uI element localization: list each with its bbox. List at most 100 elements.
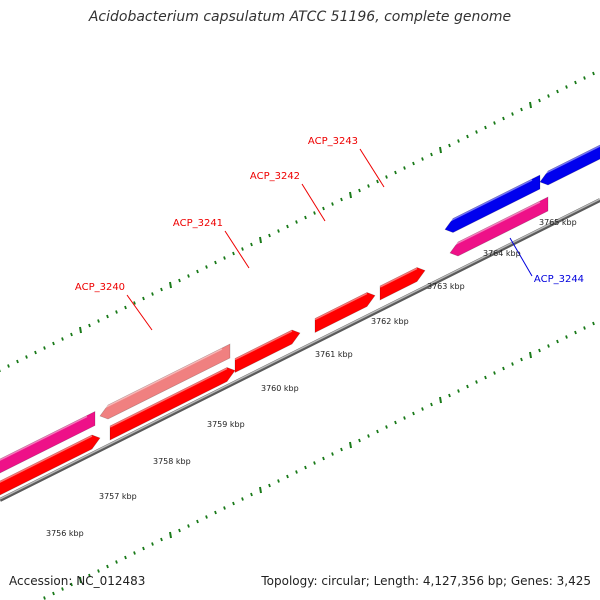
inner-tick-minor (565, 335, 568, 339)
outer-tick-minor (331, 202, 334, 206)
inner-tick-minor (457, 389, 460, 393)
outer-tick-major (529, 101, 532, 109)
inner-tick-minor (511, 362, 514, 366)
leader-line-acp-3241 (224, 230, 250, 269)
outer-tick-minor (88, 323, 91, 328)
inner-tick-minor (178, 528, 181, 533)
kbp-tick-label: 3762 kbp (371, 317, 409, 326)
inner-tick-minor (304, 465, 307, 470)
label-leader-lines (126, 148, 533, 331)
inner-tick-minor (70, 582, 73, 587)
outer-tick-minor (178, 278, 181, 283)
kbp-scale-labels: 3756 kbp 3757 kbp 3758 kbp 3759 kbp 3760 kbp… (46, 218, 577, 538)
inner-tick-minor (142, 546, 145, 551)
inner-tick-minor (286, 474, 289, 479)
gene-features (0, 144, 600, 496)
inner-tick-minor (250, 492, 253, 497)
outer-tick-minor (196, 269, 199, 274)
outer-tick-minor (466, 134, 469, 139)
inner-tick-major (529, 351, 532, 359)
gene-acp3244 (449, 196, 549, 257)
gene-label-acp-3241: ACP_3241 (173, 218, 223, 229)
outer-tick-minor (457, 139, 460, 143)
inner-tick-minor (376, 429, 379, 434)
inner-tick-minor (448, 393, 451, 398)
inner-tick-minor (115, 560, 118, 564)
inner-tick-minor (160, 537, 163, 542)
outer-tick-minor (421, 157, 424, 161)
gene-pink-left (0, 411, 96, 474)
kbp-tick-label: 3760 kbp (261, 384, 299, 393)
kbp-tick-label: 3758 kbp (153, 457, 191, 466)
outer-tick-minor (52, 341, 55, 346)
outer-tick-minor (106, 314, 109, 319)
gene-pink-left-shine (0, 415, 88, 461)
kbp-tick-label: 3764 kbp (483, 249, 521, 258)
kbp-tick-label: 3756 kbp (46, 529, 84, 538)
leader-line-acp-3242 (301, 183, 326, 222)
outer-tick-row (0, 71, 595, 372)
inner-tick-minor (133, 551, 136, 555)
outer-tick-minor (25, 355, 28, 359)
outer-tick-minor (223, 256, 226, 260)
outer-tick-minor (448, 143, 451, 148)
inner-tick-minor (502, 366, 505, 371)
inner-tick-minor (223, 506, 226, 510)
backbone-highlight (0, 198, 600, 500)
outer-tick-minor (115, 310, 118, 314)
outer-tick-major (79, 326, 82, 334)
inner-tick-minor (538, 348, 541, 353)
inner-tick-minor (124, 555, 127, 560)
inner-tick-minor (340, 447, 343, 452)
inner-tick-major (349, 441, 352, 449)
inner-tick-minor (187, 524, 190, 528)
gene-acp3243-shine (379, 267, 418, 288)
inner-tick-minor (484, 375, 487, 380)
outer-tick-minor (97, 319, 100, 323)
outer-tick-minor (304, 215, 307, 220)
inner-tick-minor (313, 461, 316, 465)
outer-tick-minor (340, 197, 343, 202)
inner-tick-minor (493, 371, 496, 375)
inner-tick-minor (151, 542, 154, 546)
gene-labels: ACP_3240 ACP_3241 ACP_3242 ACP_3243 ACP_3244 (75, 136, 584, 293)
inner-tick-minor (268, 483, 271, 488)
inner-tick-minor (385, 425, 388, 429)
gene-label-acp-3242: ACP_3242 (250, 171, 300, 182)
outer-tick-minor (160, 287, 163, 292)
outer-tick-minor (322, 206, 325, 211)
outer-tick-minor (124, 305, 127, 310)
inner-tick-minor (367, 434, 370, 438)
outer-tick-minor (484, 125, 487, 130)
outer-tick-minor (394, 170, 397, 175)
inner-tick-minor (466, 384, 469, 389)
outer-tick-minor (358, 188, 361, 193)
gene-blue-2 (539, 144, 600, 186)
outer-tick-minor (430, 152, 433, 157)
kbp-tick-label: 3763 kbp (427, 282, 465, 291)
gene-acp3244-shine (449, 201, 541, 248)
outer-tick-minor (142, 296, 145, 301)
kbp-tick-label: 3757 kbp (99, 492, 137, 501)
inner-tick-minor (52, 591, 55, 596)
outer-tick-minor (250, 242, 253, 247)
inner-tick-minor (232, 501, 235, 506)
inner-tick-minor (277, 479, 280, 483)
gene-acp3240 (109, 367, 236, 441)
inner-tick-major (259, 486, 262, 494)
inner-tick-minor (61, 587, 64, 591)
gene-blue-1 (444, 174, 541, 233)
outer-tick-minor (412, 161, 415, 166)
gene-acp3242 (314, 292, 376, 333)
inner-tick-minor (394, 420, 397, 425)
outer-tick-minor (151, 292, 154, 296)
inner-tick-minor (421, 407, 424, 411)
outer-tick-minor (511, 112, 514, 116)
outer-tick-minor (493, 121, 496, 125)
outer-tick-minor (232, 251, 235, 256)
outer-tick-minor (61, 337, 64, 341)
inner-tick-minor (412, 411, 415, 416)
outer-tick-minor (70, 332, 73, 337)
inner-tick-major (79, 576, 82, 584)
outer-tick-minor (268, 233, 271, 238)
